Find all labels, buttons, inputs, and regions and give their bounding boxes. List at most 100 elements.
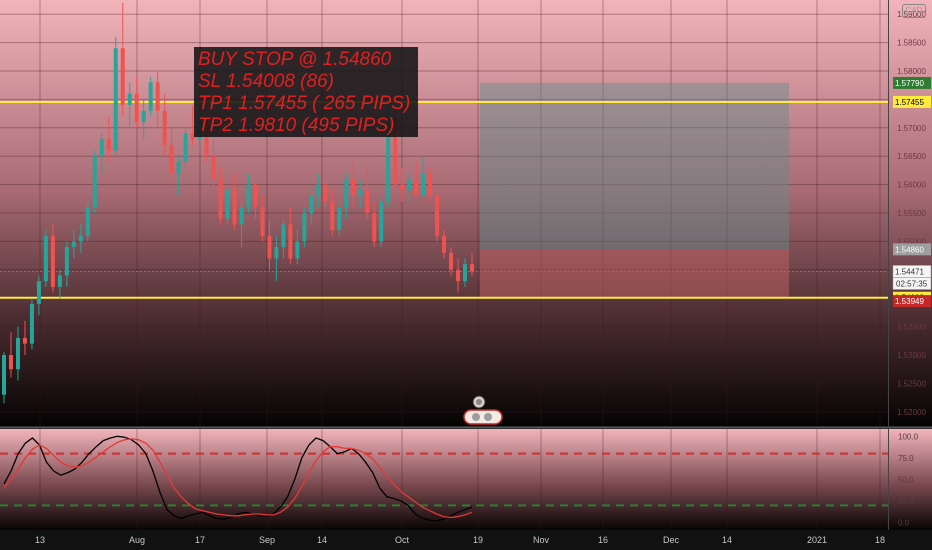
price-label-box <box>893 76 931 89</box>
price-tick-label: 1.55500 <box>897 209 926 218</box>
price-label-text: 1.57790 <box>895 79 924 88</box>
price-tick-label: 1.57000 <box>897 124 926 133</box>
candle-body <box>225 190 230 219</box>
candle-body <box>393 116 398 185</box>
candle-body <box>29 303 34 344</box>
candle-body <box>71 241 76 248</box>
candle-body <box>232 190 237 225</box>
time-tick-label: 2021 <box>807 535 827 545</box>
annotation-tp1: TP1 1.57455 ( 265 PIPS) <box>198 93 411 114</box>
candle-body <box>442 235 447 253</box>
oscillator-tick-label: 50.0 <box>898 476 914 485</box>
candle-body <box>176 161 181 174</box>
time-tick-label: 17 <box>195 535 205 545</box>
candle-body <box>239 207 244 225</box>
candle-body <box>99 139 104 157</box>
time-tick-label: 14 <box>317 535 327 545</box>
candle-body <box>323 184 328 202</box>
annotation-entry: BUY STOP @ 1.54860 <box>198 49 392 70</box>
candle-body <box>386 116 391 202</box>
price-label-text: 1.54471 <box>895 267 924 276</box>
price-tick-label: 1.58500 <box>897 39 926 48</box>
candle-body <box>57 275 62 287</box>
stochastic-k-line <box>3 435 473 522</box>
time-tick-label: 14 <box>722 535 732 545</box>
candle-body <box>85 207 90 236</box>
grid <box>0 0 888 530</box>
main-pane-background <box>0 0 888 426</box>
event-markers[interactable] <box>463 395 503 425</box>
candle-body <box>351 178 356 196</box>
candle-body <box>274 247 279 259</box>
oscillator-pane-background <box>0 429 888 530</box>
candle-body <box>36 281 41 304</box>
candle-body <box>372 213 377 242</box>
time-tick-label: 16 <box>598 535 608 545</box>
price-tick-label: 1.52500 <box>897 379 926 388</box>
candle-body <box>92 156 97 208</box>
candle-body <box>267 235 272 259</box>
candle-body <box>246 184 251 208</box>
price-label-box <box>893 295 931 308</box>
flag-dot-icon <box>484 413 492 421</box>
position-zones <box>480 82 789 298</box>
oscillator-axis-background <box>888 429 932 530</box>
candle-body <box>400 184 405 191</box>
candle-body <box>470 264 474 272</box>
annotation-stop-loss: SL 1.54008 (86) <box>198 71 334 92</box>
candle-body <box>344 178 349 208</box>
price-tick-label: 1.56000 <box>897 181 926 190</box>
oscillator-tick-label: 25.0 <box>898 497 914 506</box>
candle-body <box>435 195 440 236</box>
oscillator-tick-label: 100.0 <box>898 432 919 441</box>
candle-body <box>43 235 48 282</box>
candle-body <box>120 48 125 106</box>
candle-body <box>127 93 132 106</box>
stochastic-oscillator <box>0 435 888 522</box>
candle-body <box>15 337 20 370</box>
countdown-box <box>892 277 932 290</box>
candle-body <box>330 201 335 231</box>
candle-body <box>218 178 223 219</box>
candle-body <box>134 93 139 123</box>
candle-body <box>169 144 174 174</box>
candle-body <box>190 133 195 140</box>
candle-body <box>162 110 167 145</box>
stop-loss-zone <box>480 249 789 298</box>
price-label-box <box>893 243 931 256</box>
candle-body <box>309 195 314 213</box>
candle-body <box>50 235 55 287</box>
price-tick-label: 1.56500 <box>897 152 926 161</box>
countdown-text: 02:57:35 <box>896 280 928 289</box>
earnings-flags-icon[interactable] <box>463 409 503 425</box>
price-tick-label: 1.52000 <box>897 408 926 417</box>
candle-body <box>106 139 111 151</box>
candle-body <box>148 82 153 111</box>
price-label-text: 1.53949 <box>895 297 924 306</box>
trade-annotation[interactable]: BUY STOP @ 1.54860 SL 1.54008 (86) TP1 1… <box>194 47 418 137</box>
time-tick-label: 19 <box>473 535 483 545</box>
candle-body <box>22 337 27 344</box>
currency-badge[interactable]: CAD <box>902 4 926 18</box>
candle-body <box>211 156 216 179</box>
horizontal-levels <box>0 100 888 299</box>
oscillator-tick-label: 0.0 <box>898 519 910 528</box>
candle-body <box>113 48 118 151</box>
candle-body <box>449 252 454 270</box>
time-tick-label: 13 <box>35 535 45 545</box>
candle-body <box>379 201 384 242</box>
candle-body <box>295 241 300 259</box>
candle-body <box>302 213 307 242</box>
price-tick-label: 1.58000 <box>897 67 926 76</box>
candle-body <box>337 207 342 231</box>
candle-body <box>260 207 265 236</box>
price-label-text: 1.57455 <box>895 98 924 107</box>
candle-body <box>183 133 188 162</box>
candle-body <box>358 190 363 196</box>
candle-body <box>316 184 321 196</box>
price-axis: 1.520001.525001.530001.535001.540001.545… <box>892 10 932 528</box>
candles <box>2 2 474 404</box>
price-label-text: 1.54860 <box>895 245 924 254</box>
